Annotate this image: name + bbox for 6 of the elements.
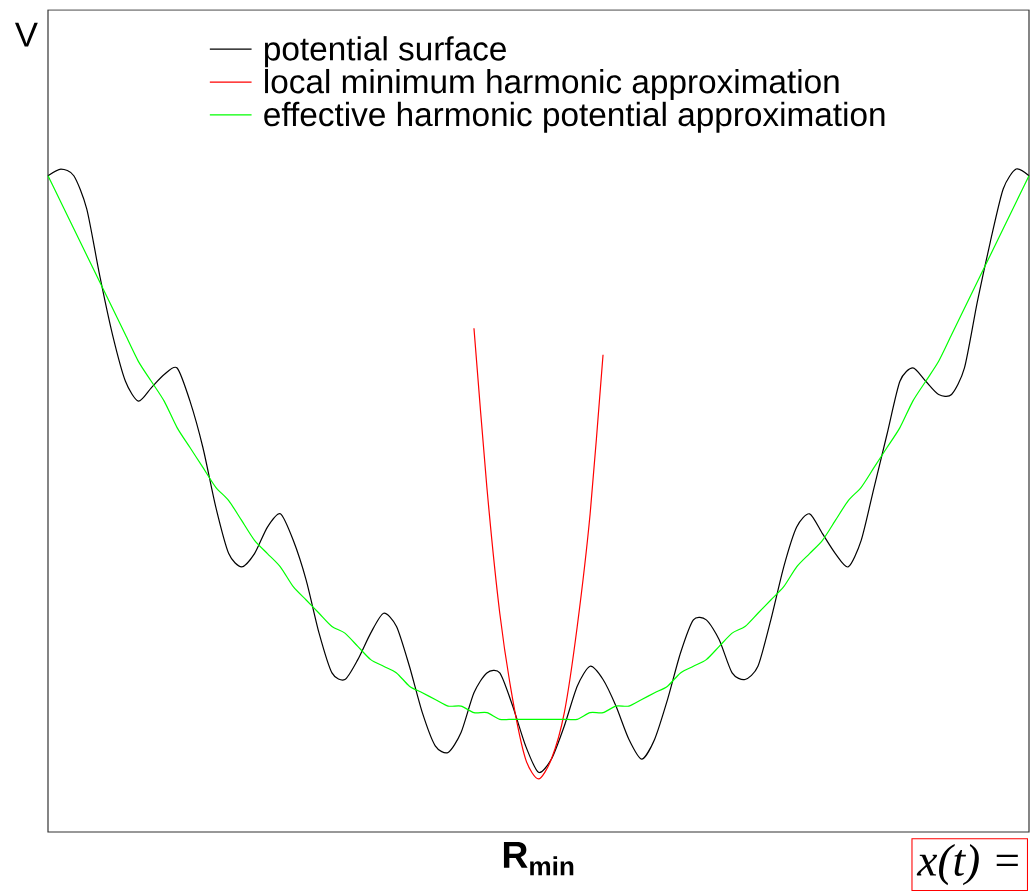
legend-label: local minimum harmonic approximation bbox=[265, 68, 839, 101]
legend-label: potential surface bbox=[264, 36, 506, 68]
text: x(t) = bbox=[916, 844, 1018, 886]
legend-label: effective harmonic potential approximation bbox=[264, 101, 885, 133]
y-axis-title: V bbox=[14, 22, 38, 47]
x-axis-title: R$_{min}$ bbox=[503, 842, 574, 876]
